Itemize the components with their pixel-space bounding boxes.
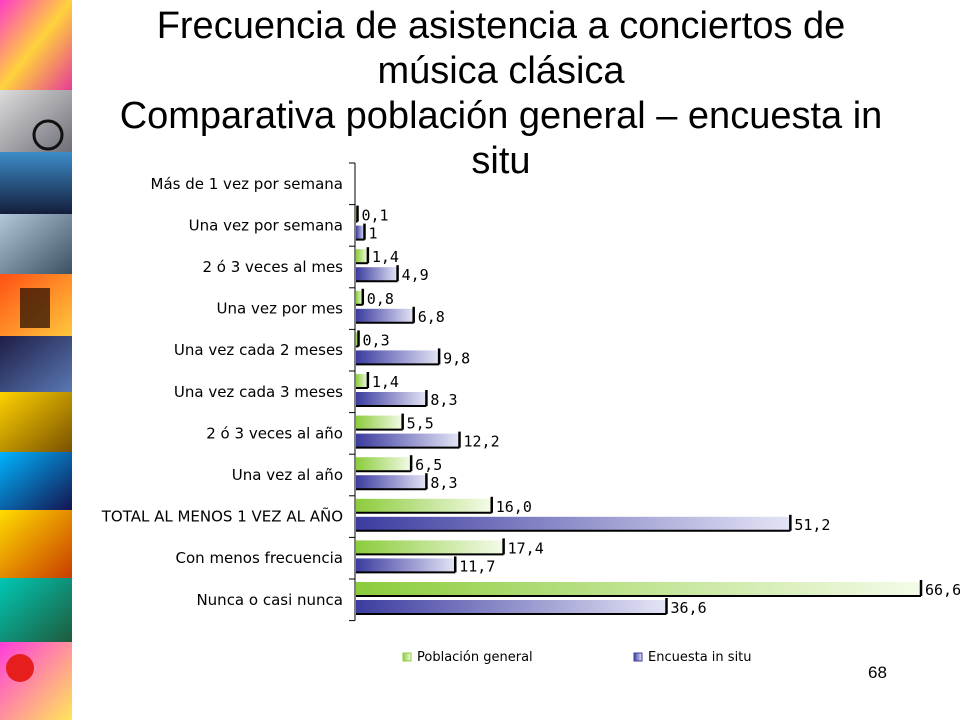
bar (356, 350, 440, 365)
bar (356, 582, 921, 596)
bar (356, 374, 368, 388)
bar (356, 540, 504, 555)
bar (356, 392, 427, 406)
bar (356, 475, 427, 490)
data-label: 8,3 (430, 474, 457, 492)
category-label: Una vez al año (232, 466, 343, 484)
data-label: 8,3 (430, 391, 457, 409)
bar (356, 332, 359, 347)
bar (356, 225, 365, 240)
chart-title-line: Comparativa población general – encuesta… (119, 95, 883, 137)
legend-swatch (402, 652, 412, 662)
data-label: 66,6 (925, 581, 960, 599)
category-label: Nunca o casi nunca (196, 591, 343, 609)
data-label: 36,6 (670, 599, 706, 617)
category-label: TOTAL AL MENOS 1 VEZ AL AÑO (101, 507, 343, 526)
category-label: 2 ó 3 veces al mes (202, 258, 343, 276)
chart-title-line: situ (471, 140, 531, 182)
data-label: 1,4 (372, 248, 399, 266)
bar (356, 516, 791, 531)
chart-title: Frecuencia de asistencia a conciertos de… (76, 4, 926, 184)
photo-strip (0, 0, 72, 720)
data-label: 6,5 (415, 456, 442, 474)
bar (356, 249, 368, 264)
data-label: 12,2 (463, 433, 499, 451)
data-label: 0,1 (362, 207, 389, 225)
chart-title-line: música clásica (377, 50, 625, 92)
bar (356, 267, 398, 282)
data-label: 1 (368, 225, 377, 243)
chart-title-line: Frecuencia de asistencia a conciertos de (156, 5, 846, 47)
bar (356, 415, 403, 430)
data-label: 11,7 (459, 557, 495, 575)
data-label: 5,5 (407, 415, 434, 433)
bar (356, 308, 414, 323)
data-label: 9,8 (443, 349, 470, 367)
bar (356, 558, 456, 573)
legend-label: Población general (417, 650, 533, 665)
data-label: 0,3 (363, 331, 390, 349)
category-label: Una vez cada 3 meses (174, 383, 343, 401)
category-label: Una vez por semana (189, 216, 343, 234)
data-label: 17,4 (508, 539, 544, 557)
data-label: 6,8 (418, 308, 445, 326)
category-label: Una vez cada 2 meses (174, 341, 343, 359)
bar (356, 433, 460, 448)
data-label: 51,2 (794, 516, 830, 534)
category-label: Más de 1 vez por semana (151, 175, 343, 193)
slide-number: 68 (868, 663, 887, 682)
data-label: 0,8 (367, 290, 394, 308)
legend-label: Encuesta in situ (648, 650, 752, 665)
bar (356, 498, 492, 513)
category-label: 2 ó 3 veces al año (206, 424, 343, 442)
bar (356, 600, 667, 614)
data-label: 4,9 (402, 266, 429, 284)
bar (356, 457, 412, 472)
category-label: Con menos frecuencia (176, 549, 343, 567)
legend-swatch (633, 652, 643, 662)
data-label: 1,4 (372, 373, 399, 391)
data-label: 16,0 (496, 498, 532, 516)
bar (356, 290, 363, 305)
category-label: Una vez por mes (217, 300, 344, 318)
